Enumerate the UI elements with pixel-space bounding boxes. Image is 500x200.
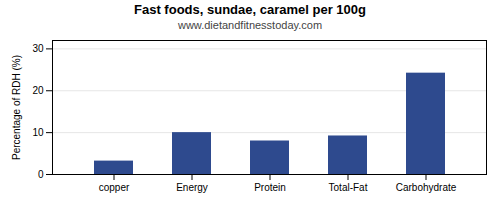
svg-text:Protein: Protein xyxy=(254,182,286,193)
svg-text:Carbohydrate: Carbohydrate xyxy=(396,182,457,193)
svg-text:Energy: Energy xyxy=(176,182,208,193)
svg-text:30: 30 xyxy=(32,43,44,54)
svg-text:Percentage of RDH (%): Percentage of RDH (%) xyxy=(11,55,22,160)
html-text:Fast foods, sundae, caramel pe: Fast foods, sundae, caramel per 100g xyxy=(134,2,366,17)
svg-text:20: 20 xyxy=(32,85,44,96)
svg-text:Total-Fat: Total-Fat xyxy=(329,182,368,193)
html-text:www.dietandfitnesstoday.com: www.dietandfitnesstoday.com xyxy=(178,19,322,31)
svg-text:10: 10 xyxy=(32,127,44,138)
svg-text:copper: copper xyxy=(99,182,130,193)
svg-text:0: 0 xyxy=(38,169,44,180)
